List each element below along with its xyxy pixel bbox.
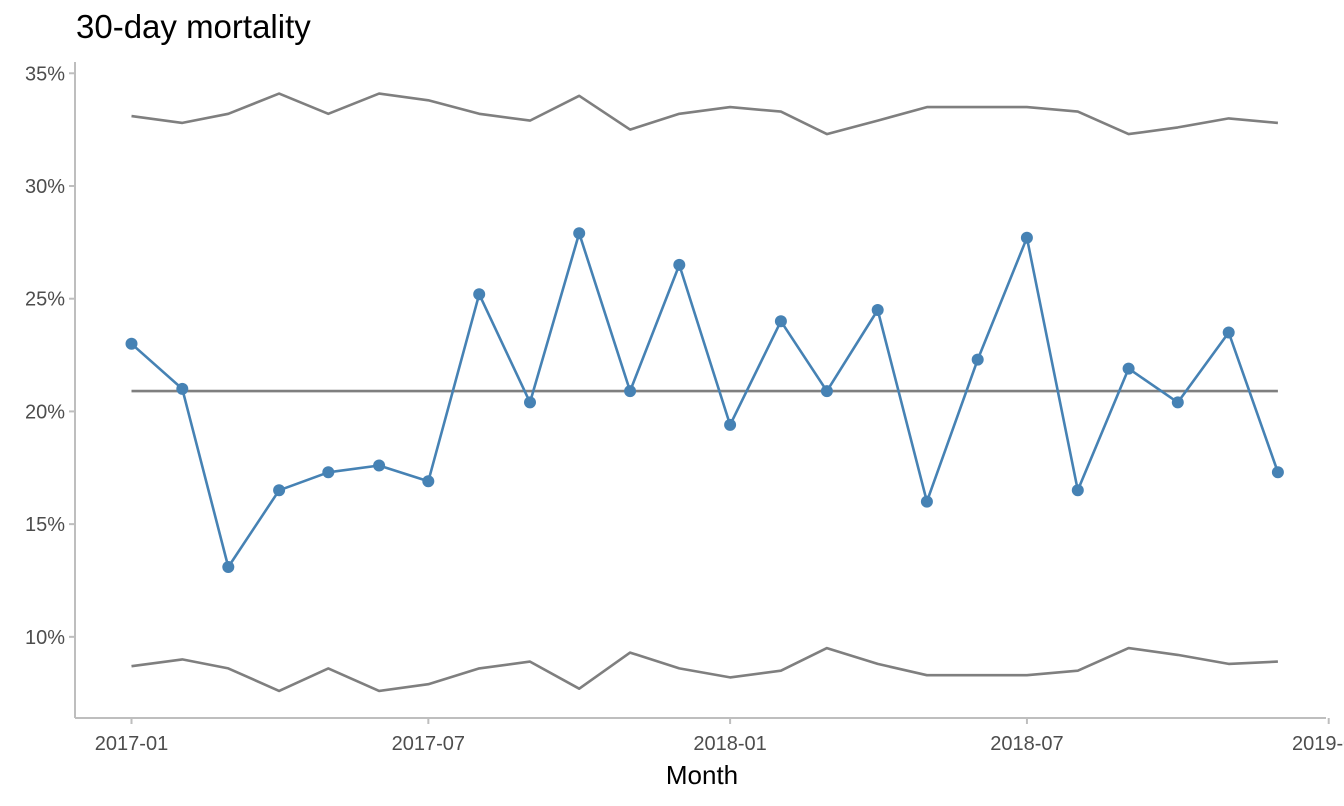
x-tick-label: 2018-01	[693, 733, 766, 755]
x-tick-label: 2017-07	[392, 733, 465, 755]
observed-point	[125, 337, 138, 350]
observed-point	[176, 382, 189, 395]
observed-point	[473, 288, 486, 301]
series-points	[125, 227, 1284, 573]
observed-point	[1171, 396, 1184, 409]
y-tick-label: 15%	[25, 514, 65, 536]
series-lines	[130, 92, 1280, 693]
y-tick-label: 20%	[25, 401, 65, 423]
observed-point	[322, 466, 335, 479]
observed-point	[273, 484, 286, 497]
observed-point	[1222, 326, 1235, 339]
observed-point	[1271, 466, 1284, 479]
y-tick-label: 30%	[25, 176, 65, 198]
observed-point	[871, 304, 884, 316]
chart-title: 30-day mortality	[76, 8, 311, 45]
observed-point	[1071, 484, 1084, 497]
observed-point	[373, 459, 386, 472]
y-tick-label: 10%	[25, 627, 65, 649]
x-tick-label: 2018-07	[990, 733, 1063, 755]
y-tick-label: 25%	[25, 289, 65, 311]
observed-point	[524, 396, 536, 409]
observed-point	[920, 495, 933, 508]
observed-point	[971, 353, 984, 366]
observed-point	[422, 475, 435, 488]
x-tick-label: 2019-01	[1292, 733, 1344, 755]
observed-point	[673, 258, 686, 271]
observed-point	[820, 385, 833, 398]
observed-point	[724, 418, 737, 431]
x-axis-title: Month	[666, 760, 738, 790]
x-tick-label: 2017-01	[95, 733, 168, 755]
observed-point	[624, 385, 637, 398]
y-tick-label: 35%	[25, 63, 65, 85]
axes: 10% 15% 20% 25% 30% 35% 2017-01 2017-07 2018-01 2…	[25, 62, 1344, 755]
observed-point	[774, 315, 787, 328]
observed-point	[1122, 362, 1135, 375]
observed-line	[130, 232, 1280, 569]
observed-point	[573, 227, 586, 240]
lower-limit-line	[131, 646, 1278, 693]
observed-point	[222, 561, 235, 573]
observed-point	[1020, 231, 1033, 244]
upper-limit-line	[131, 92, 1279, 136]
